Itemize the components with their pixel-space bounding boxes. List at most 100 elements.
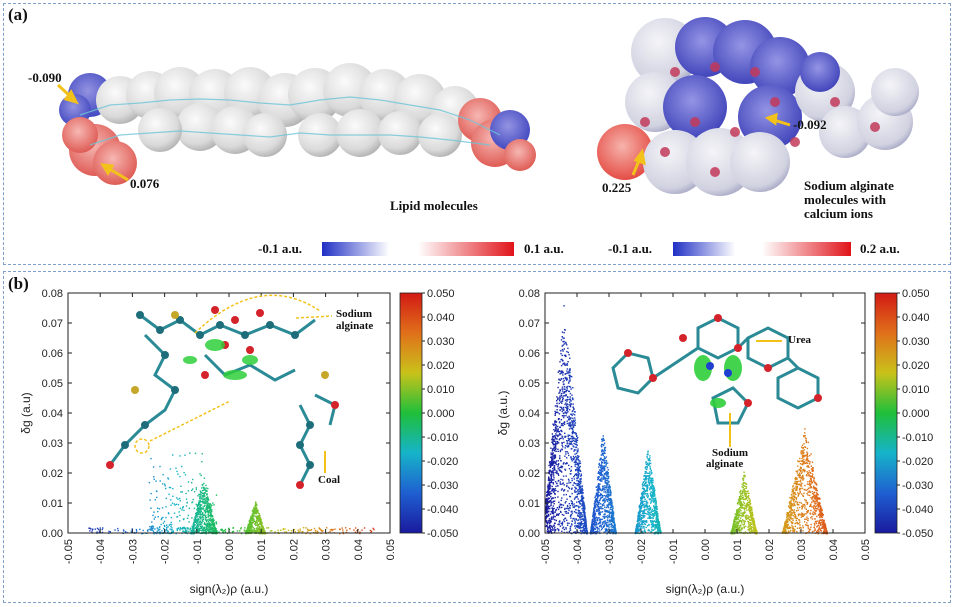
point-spike-at-0-032 [593, 519, 596, 521]
point-spike-at-0-044 [556, 396, 558, 398]
point-sparse [200, 523, 202, 526]
point-spike-at-0-044 [548, 529, 550, 532]
point-spike-at-0-032 [605, 456, 607, 458]
point-spike-at-0-032 [606, 504, 609, 506]
point-spike-at-0-044 [576, 512, 578, 514]
point-spike-at-0-044 [552, 525, 554, 528]
point-spike-at-0-044 [554, 442, 557, 444]
point-spike-at-0-032 [595, 500, 597, 503]
point-spike-at-0-018 [649, 487, 651, 489]
point-sparse [151, 529, 153, 531]
point-spike-at-0-044 [575, 518, 577, 520]
point-spike-at-0-044 [552, 468, 554, 470]
point-spike-at-0-018 [639, 515, 641, 517]
point-sparse [182, 528, 184, 530]
point-spike-at-0-044 [581, 514, 584, 516]
point-spike-at-0-044 [553, 475, 555, 477]
point-spike-at-0-018 [652, 489, 654, 491]
point-spike-at-0-044 [577, 484, 579, 487]
panel-a-label: (a) [8, 5, 28, 24]
point-spike-at-0-018 [640, 514, 643, 516]
point-spike-at-0-032 [606, 483, 608, 485]
point-spike-at-0-044 [583, 525, 586, 527]
point-spike-at-0-032 [604, 528, 606, 530]
point-baseline [167, 530, 169, 533]
point-spike-at-0-032 [602, 502, 605, 505]
point-spike-at-0-008 [255, 506, 258, 509]
point-spike-at-0-032 [604, 485, 606, 487]
point-spike-at-0-012 [740, 531, 743, 534]
point-spike-at-0-044 [563, 348, 565, 350]
point-spike-at-0-044 [557, 435, 559, 438]
point-spike-at-0-044 [562, 475, 565, 477]
point-spike-at-0-044 [570, 469, 572, 472]
point-spike-at-0-018 [649, 465, 651, 467]
point-spike-at-0-018 [642, 487, 644, 489]
point-spike-at-0-008 [255, 516, 257, 518]
point-spike-at-0-032 [609, 501, 612, 503]
point-spike-at-0-032 [613, 525, 615, 527]
point-spike-at-0-044 [576, 474, 578, 476]
point-spike-at-0-044 [578, 468, 580, 470]
point-spike-at-0-032 [610, 505, 613, 507]
point-spike-at-0-044 [569, 527, 571, 530]
point-spike-at-0-044 [586, 528, 588, 530]
point-spike-at-0-044 [559, 469, 561, 472]
point-spike-at-0-018 [649, 467, 651, 469]
point-spike-at-0-008 [257, 524, 259, 526]
point-spike-at-0-044 [569, 357, 571, 359]
point-spike-at-0-044 [579, 519, 582, 521]
point-spike-at-0-032 [598, 509, 600, 512]
point-spike-at-0-018 [643, 495, 645, 497]
point-spike-at-0-044 [553, 454, 555, 456]
point-spike-at-0-008 [197, 516, 199, 518]
point-spike-at-0-008 [208, 504, 210, 506]
point-sparse [162, 522, 165, 524]
point-spike-at-0-008 [211, 529, 214, 531]
point-spike-at-0-044 [563, 406, 565, 409]
point-spike-at-0-044 [545, 519, 547, 522]
point-sparse [194, 452, 197, 455]
point-spike-at-0-044 [581, 503, 583, 505]
point-spike-at-0-008 [204, 509, 207, 511]
point-spike-at-0-044 [573, 449, 576, 451]
point-baseline [109, 531, 111, 533]
point-spike-at-0-008 [212, 521, 214, 523]
point-spike-at-0-032 [611, 515, 613, 518]
point-spike-at-0-018 [651, 531, 653, 533]
point-spike-at-0-018 [648, 459, 650, 462]
point-spike-at-0-044 [574, 460, 577, 462]
point-spike-at-0-032 [592, 525, 594, 528]
point-baseline [280, 529, 282, 531]
point-spike-at-0-008 [204, 515, 207, 518]
point-baseline [125, 531, 127, 533]
point-spike-at-0-044 [556, 472, 558, 475]
point-spike-at-0-008 [249, 522, 251, 524]
point-spike-at-0-008 [251, 516, 254, 518]
point-sparse [203, 531, 205, 534]
point-spike-at-0-044 [568, 454, 570, 457]
point-spike-at-0-008 [196, 505, 199, 508]
point-sparse [167, 478, 170, 480]
point-spike-at-0-032 [604, 462, 606, 464]
point-spike-at-0-018 [645, 479, 647, 481]
point-spike-at-0-044 [546, 504, 548, 506]
point-spike-at-0-008 [207, 512, 210, 514]
point-spike-at-0-044 [559, 391, 561, 393]
point-spike-at-0-032 [590, 528, 592, 530]
point-spike-at-0-044 [566, 400, 568, 402]
point-spike-at-0-044 [574, 531, 577, 534]
point-spike-at-0-008 [196, 508, 198, 510]
point-spike-at-0-032 [604, 479, 607, 481]
point-spike-at-0-008 [215, 531, 217, 533]
point-spike-at-0-008 [207, 524, 209, 526]
point-sparse [180, 491, 182, 493]
point-spike-at-0-044 [563, 484, 565, 486]
point-spike-at-0-008 [264, 533, 266, 535]
point-spike-at-0-018 [654, 525, 656, 527]
point-spike-at-0-044 [578, 522, 580, 524]
point-spike-at-0-018 [640, 502, 642, 504]
point-spike-at-0-008 [255, 522, 257, 525]
point-spike-at-0-032 [596, 490, 598, 492]
point-spike-at-0-044 [545, 509, 547, 512]
